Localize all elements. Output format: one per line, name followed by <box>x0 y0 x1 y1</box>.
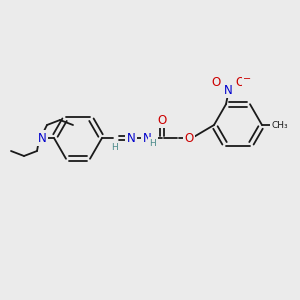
Text: O: O <box>184 131 194 145</box>
Text: N: N <box>127 131 135 145</box>
Text: H: H <box>150 139 156 148</box>
Text: CH₃: CH₃ <box>272 121 288 130</box>
Text: −: − <box>243 74 251 84</box>
Text: O: O <box>212 76 220 89</box>
Text: N: N <box>142 131 152 145</box>
Text: O: O <box>236 76 244 89</box>
Text: H: H <box>112 142 118 152</box>
Text: N: N <box>38 131 46 145</box>
Text: N: N <box>224 84 232 97</box>
Text: O: O <box>158 113 166 127</box>
